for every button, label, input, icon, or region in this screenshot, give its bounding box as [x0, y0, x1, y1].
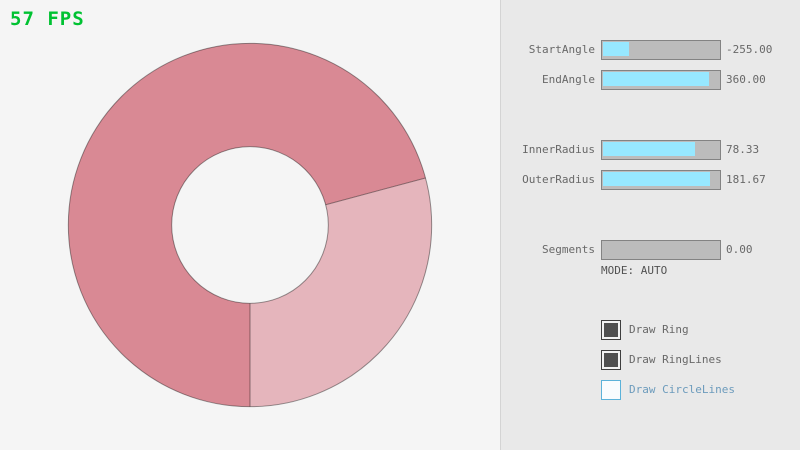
checkbox-box[interactable] [601, 380, 621, 400]
checkbox-box[interactable] [601, 350, 621, 370]
slider-fill[interactable] [603, 172, 711, 186]
slider-startangle: StartAngle -255.00 [501, 40, 800, 60]
ring-outer-line [67, 42, 433, 408]
slider-segments: Segments 0.00 [501, 240, 800, 260]
slider-fill[interactable] [603, 42, 629, 56]
checkbox-label: Draw CircleLines [629, 383, 735, 396]
controls-panel: StartAngle -255.00 EndAngle 360.00 Inner… [500, 0, 800, 450]
segments-mode-label: MODE: AUTO [601, 264, 668, 277]
slider-label: OuterRadius [522, 173, 595, 186]
ring-sector-light [250, 177, 432, 407]
slider-outerradius: OuterRadius 181.67 [501, 170, 800, 190]
slider-value: 78.33 [726, 143, 760, 156]
slider-endangle: EndAngle 360.00 [501, 70, 800, 90]
slider-innerradius: InnerRadius 78.33 [501, 140, 800, 160]
slider-value: -255.00 [726, 43, 773, 56]
checkbox-label: Draw RingLines [629, 353, 722, 366]
slider-track[interactable] [601, 170, 721, 190]
slider-fill[interactable] [603, 72, 710, 86]
slider-fill[interactable] [603, 142, 696, 156]
slider-label: Segments [542, 243, 595, 256]
ring-sector-dark [68, 43, 426, 407]
slider-label: InnerRadius [522, 143, 595, 156]
ring-canvas [67, 42, 433, 408]
ring-inner-line [171, 146, 329, 304]
slider-value: 360.00 [726, 73, 766, 86]
slider-label: EndAngle [542, 73, 595, 86]
checkbox-draw-circlelines: Draw CircleLines [501, 380, 800, 400]
slider-track[interactable] [601, 240, 721, 260]
checkbox-label: Draw Ring [629, 323, 689, 336]
checkbox-draw-ringlines: Draw RingLines [501, 350, 800, 370]
slider-value: 181.67 [726, 173, 766, 186]
slider-track[interactable] [601, 40, 721, 60]
slider-value: 0.00 [726, 243, 753, 256]
slider-track[interactable] [601, 140, 721, 160]
checkbox-draw-ring: Draw Ring [501, 320, 800, 340]
slider-track[interactable] [601, 70, 721, 90]
fps-counter: 57 FPS [10, 8, 85, 30]
ring-radial-line-right [325, 177, 426, 206]
checkbox-box[interactable] [601, 320, 621, 340]
slider-label: StartAngle [528, 43, 595, 56]
